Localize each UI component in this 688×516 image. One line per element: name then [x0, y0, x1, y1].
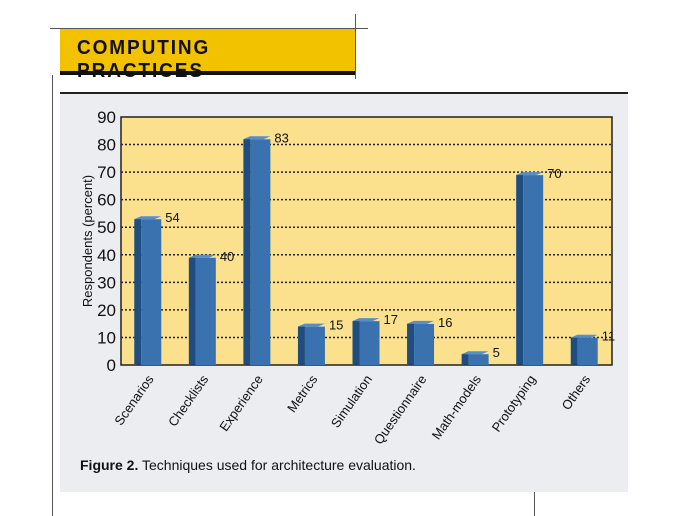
rule-vertical-right	[355, 14, 356, 79]
section-banner: COMPUTING PRACTICES	[60, 29, 355, 82]
data-label: 54	[165, 210, 179, 225]
data-label: 16	[438, 315, 452, 330]
y-tick-label: 30	[97, 273, 116, 292]
x-tick-label: Simulation	[328, 372, 375, 430]
x-tick-label: Questionnaire	[371, 372, 430, 447]
bar	[304, 326, 325, 365]
data-label: 11	[602, 329, 616, 344]
figure-caption: Figure 2. Techniques used for architectu…	[80, 457, 416, 473]
y-tick-label: 40	[97, 246, 116, 265]
bar-top	[461, 351, 489, 355]
bar-side	[570, 334, 578, 365]
x-tick-label: Scenarios	[111, 372, 157, 428]
data-label: 40	[220, 249, 234, 264]
bar	[250, 139, 271, 365]
y-axis-label: Respondents (percent)	[80, 175, 95, 307]
bar-side	[297, 323, 305, 365]
data-label: 70	[547, 166, 561, 181]
bar	[359, 321, 380, 365]
figure-label: Figure 2.	[80, 457, 139, 473]
y-tick-label: 70	[97, 163, 116, 182]
rule-top	[50, 28, 368, 29]
bar	[523, 175, 544, 365]
bar-top	[188, 254, 216, 258]
x-tick-label: Experience	[216, 372, 266, 434]
bar-side	[516, 172, 524, 365]
bar-top	[570, 334, 598, 338]
bar-side	[352, 318, 360, 365]
x-tick-label: Metrics	[284, 372, 321, 415]
figure-caption-text: Techniques used for architecture evaluat…	[142, 457, 416, 473]
y-tick-label: 0	[107, 356, 116, 375]
data-label: 17	[384, 312, 398, 327]
bar	[195, 257, 216, 365]
bar-top	[516, 172, 544, 176]
bar-top	[297, 323, 325, 327]
rule-vertical-left	[52, 75, 53, 516]
y-tick-label: 50	[97, 218, 116, 237]
bar	[414, 323, 435, 365]
bar-top	[243, 136, 271, 140]
x-tick-label: Prototyping	[489, 372, 539, 434]
y-tick-label: 10	[97, 328, 116, 347]
bar-top	[407, 320, 435, 324]
section-title: COMPUTING PRACTICES	[77, 37, 211, 82]
data-label: 15	[329, 318, 343, 333]
x-tick-label: Math-models	[429, 372, 485, 443]
x-tick-label: Checklists	[165, 372, 212, 430]
bar-side	[134, 216, 142, 365]
data-label: 83	[274, 130, 288, 145]
rule-vertical-bottom	[534, 490, 535, 516]
y-tick-label: 80	[97, 136, 116, 155]
bar-side	[243, 136, 251, 365]
y-tick-label: 90	[97, 108, 116, 127]
bar	[468, 354, 489, 365]
bar-top	[352, 318, 380, 322]
bar	[577, 337, 598, 365]
bar-side	[461, 351, 469, 365]
bar-side	[407, 320, 415, 365]
x-tick-label: Others	[559, 372, 594, 413]
y-tick-label: 20	[97, 301, 116, 320]
bar	[141, 219, 162, 365]
bar-top	[134, 216, 162, 220]
data-label: 5	[493, 345, 500, 360]
bar-side	[188, 254, 196, 365]
y-tick-label: 60	[97, 191, 116, 210]
